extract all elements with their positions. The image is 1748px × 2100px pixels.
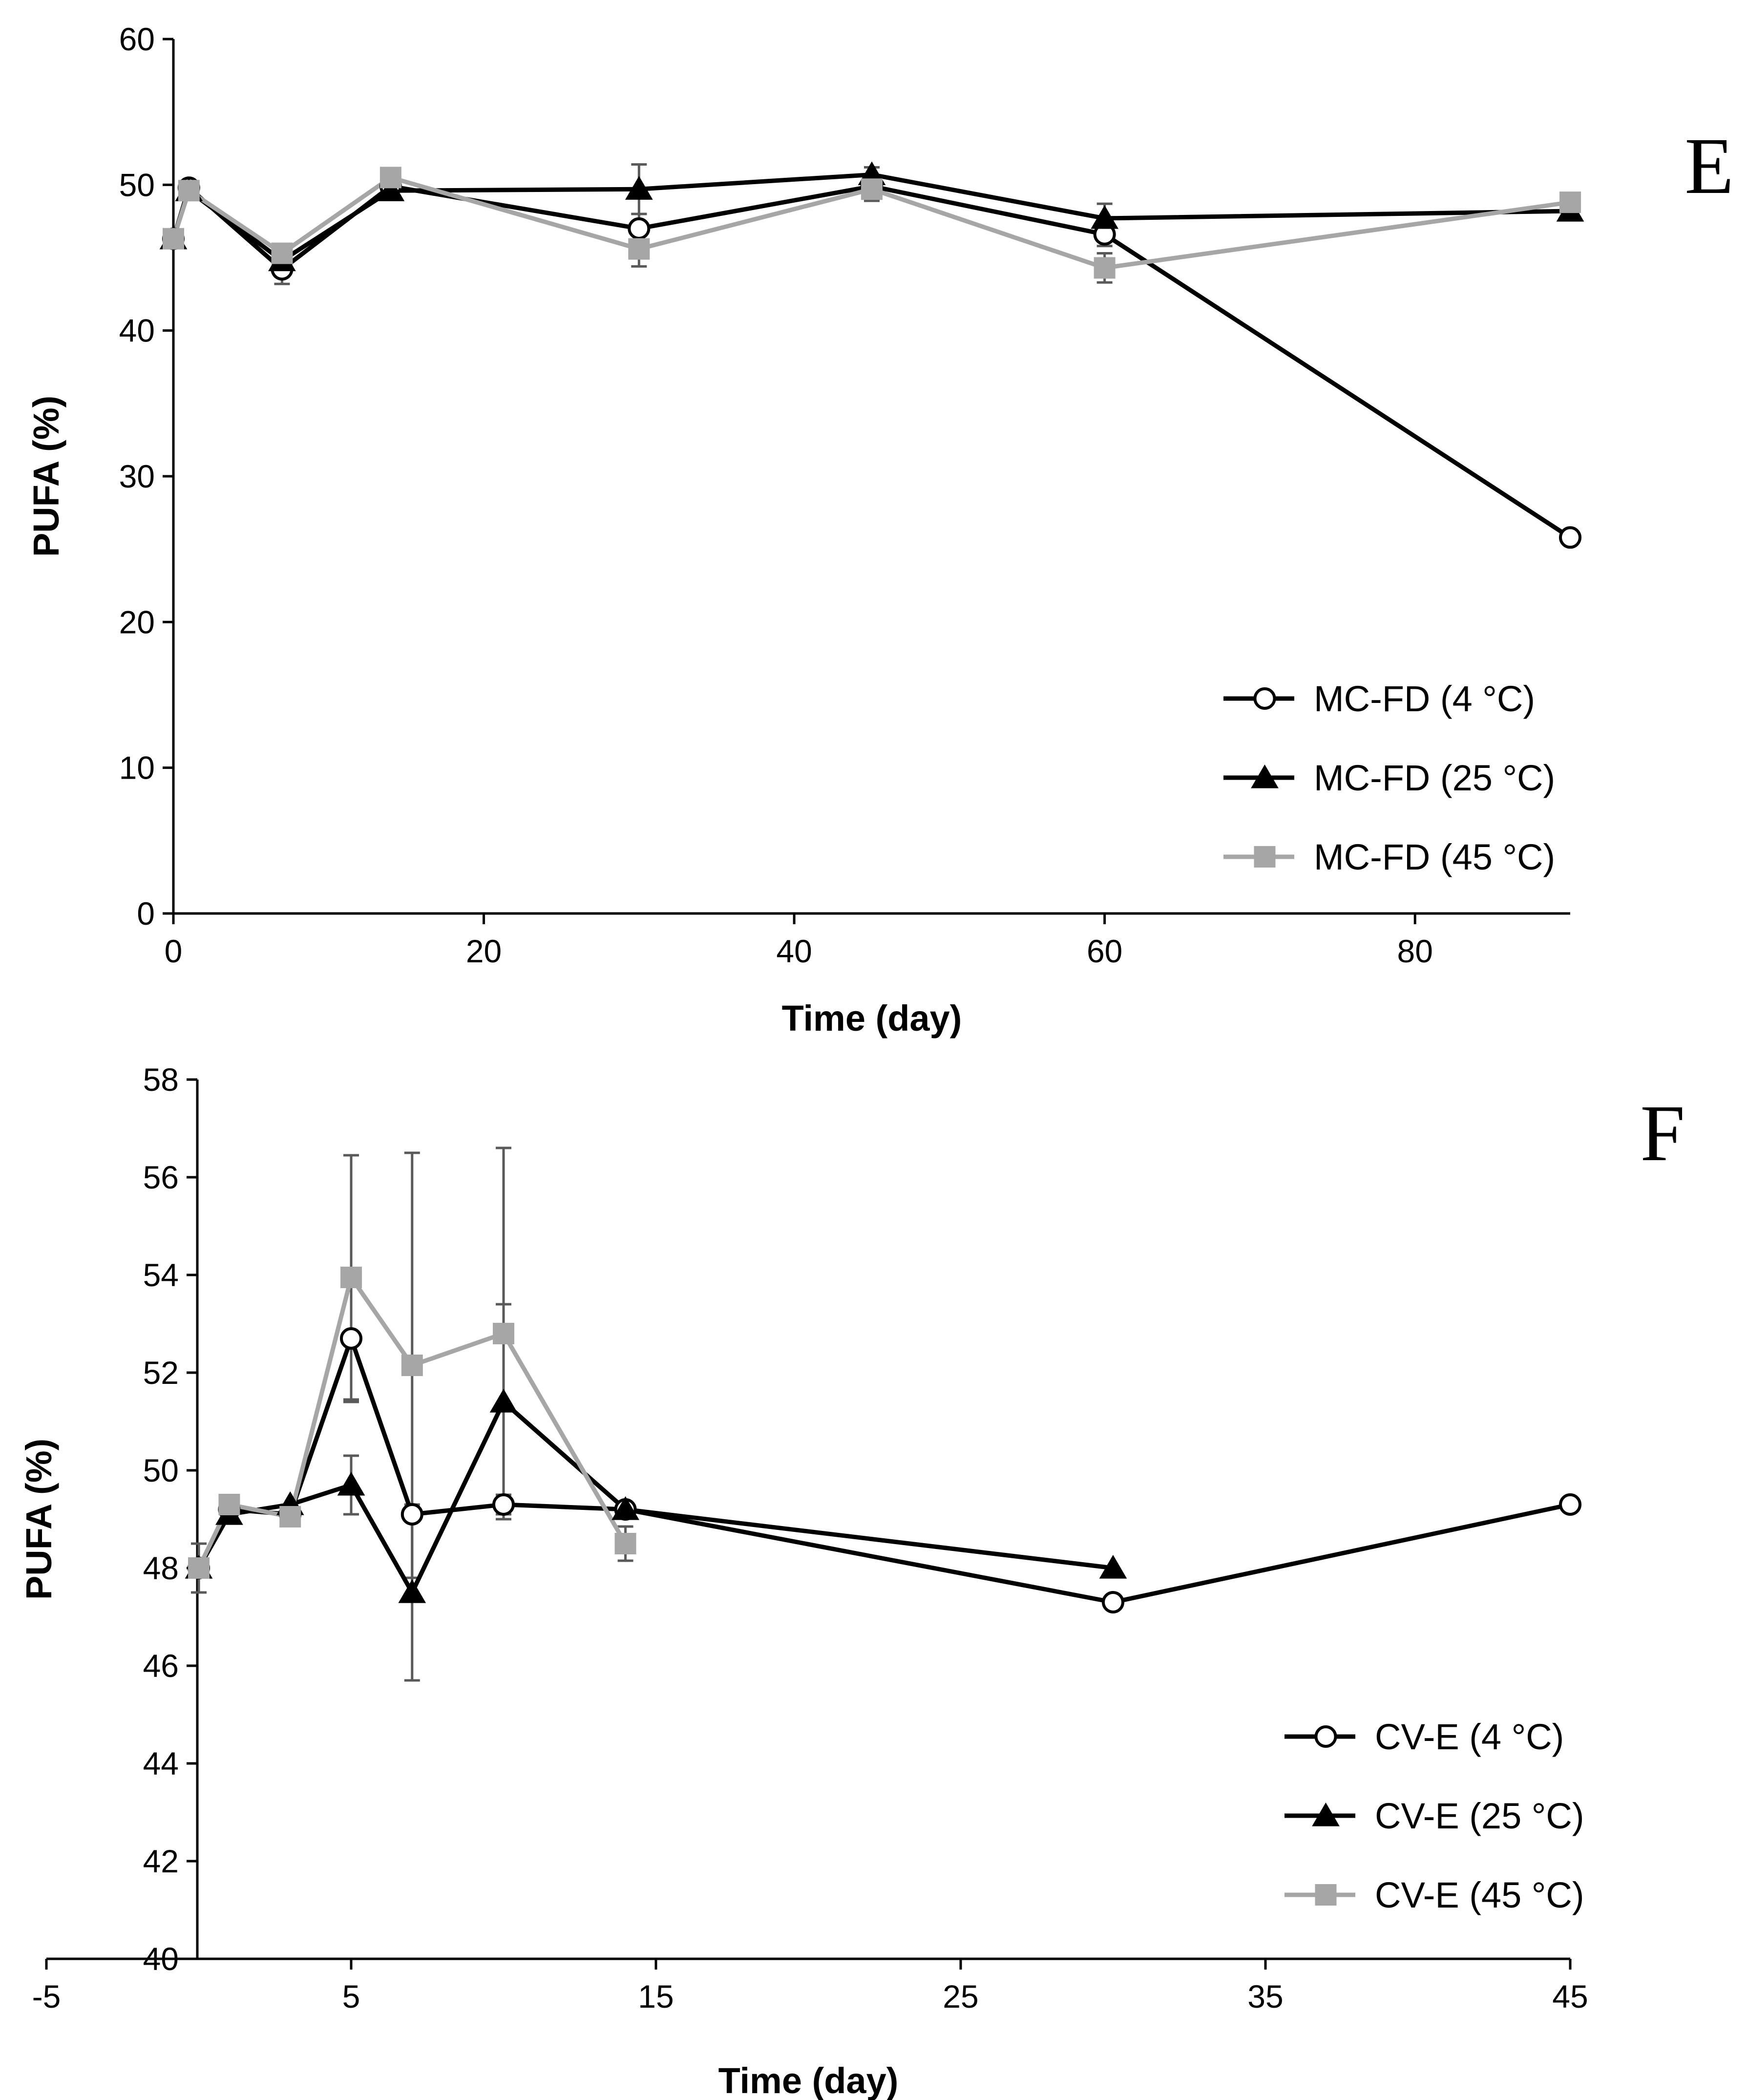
y-tick-label: 42: [143, 1843, 179, 1879]
series-line-1: [171, 184, 1572, 540]
data-point: [614, 1533, 636, 1554]
data-point: [188, 1557, 210, 1579]
y-tick-label: 20: [119, 604, 155, 640]
x-tick-label: 0: [165, 933, 183, 969]
y-tick-label: 50: [143, 1452, 179, 1488]
data-point: [398, 1579, 426, 1603]
data-point: [340, 1327, 362, 1350]
legend-marker: [1314, 1725, 1337, 1748]
y-tick-label: 60: [119, 21, 155, 57]
data-point: [493, 1323, 514, 1344]
data-point: [1559, 191, 1581, 213]
y-tick-label: 0: [137, 895, 155, 932]
y-tick-label: 48: [143, 1550, 179, 1586]
legend-label: CV-E (4 °C): [1375, 1717, 1564, 1757]
data-point: [1099, 1555, 1127, 1579]
chart-panel-f: 40 42 44 46 48 50 52 54 56 58 -5 5 15 25 35 45 Time (day…: [19, 1061, 1685, 2100]
data-point: [271, 242, 293, 264]
y-tick-label: 54: [143, 1257, 179, 1293]
data-point: [628, 217, 651, 240]
data-point: [1102, 1591, 1124, 1613]
data-point: [628, 238, 650, 260]
legend-marker: [1251, 764, 1279, 788]
y-tick-label: 30: [119, 458, 155, 494]
y-axis-title: PUFA (%): [26, 396, 66, 557]
y-tick-label: 10: [119, 750, 155, 786]
series-line-2: [197, 1400, 1114, 1595]
data-point: [492, 1493, 515, 1516]
y-tick-label: 56: [143, 1159, 179, 1195]
data-point: [337, 1472, 365, 1496]
legend-label: MC-FD (25 °C): [1314, 758, 1555, 798]
y-tick-label: 58: [143, 1061, 179, 1098]
data-point: [1094, 257, 1116, 279]
legend-marker: [1315, 1884, 1337, 1906]
y-tick-label: 44: [143, 1745, 179, 1782]
y-tick-label: 50: [119, 167, 155, 203]
y-tick-label: 40: [143, 1941, 179, 1977]
legend-label: MC-FD (45 °C): [1314, 837, 1555, 877]
data-point: [400, 1503, 423, 1526]
x-tick-label: 45: [1552, 1978, 1588, 2015]
x-tick-label: 35: [1247, 1978, 1283, 2015]
data-point: [218, 1494, 240, 1515]
data-point: [1559, 1493, 1581, 1516]
x-axis-title: Time (day): [718, 2060, 899, 2100]
chart-panel-e: 0 10 20 30 40 50 60 0 20 40 60 80 Time (day) PUFA (%)…: [26, 21, 1734, 1039]
y-tick-label: 46: [143, 1648, 179, 1684]
legend-label: CV-E (25 °C): [1375, 1796, 1584, 1836]
y-tick-label: 40: [119, 313, 155, 349]
x-axis-title: Time (day): [782, 998, 962, 1039]
data-point: [340, 1267, 362, 1288]
y-axis-title: PUFA (%): [19, 1439, 59, 1600]
data-point: [379, 167, 401, 189]
data-point: [401, 1355, 423, 1376]
x-tick-label: 5: [342, 1978, 360, 2015]
data-point: [861, 178, 883, 200]
data-point: [1559, 526, 1581, 549]
x-tick-label: -5: [32, 1978, 61, 2015]
series-line-3: [171, 175, 1571, 270]
data-point: [377, 177, 405, 201]
legend-marker: [1312, 1803, 1340, 1826]
data-point: [163, 228, 184, 250]
legend-marker: [1254, 846, 1276, 868]
x-tick-label: 15: [638, 1978, 674, 2015]
y-tick-label: 52: [143, 1355, 179, 1391]
x-tick-label: 25: [943, 1978, 978, 2015]
data-point: [625, 176, 653, 200]
data-point: [611, 1496, 639, 1520]
data-point: [279, 1506, 301, 1527]
x-tick-label: 60: [1087, 933, 1122, 969]
panel-letter: F: [1640, 1088, 1685, 1178]
panel-letter: E: [1685, 121, 1734, 211]
data-point: [178, 180, 200, 202]
legend-label: MC-FD (4 °C): [1314, 679, 1535, 719]
x-tick-label: 80: [1397, 933, 1433, 969]
x-tick-label: 40: [776, 933, 812, 969]
data-point: [1091, 205, 1119, 229]
data-point: [489, 1389, 518, 1413]
series-line-1: [197, 1336, 1571, 1605]
legend-label: CV-E (45 °C): [1375, 1875, 1584, 1915]
legend-marker: [1253, 687, 1276, 710]
x-tick-label: 20: [466, 933, 502, 969]
